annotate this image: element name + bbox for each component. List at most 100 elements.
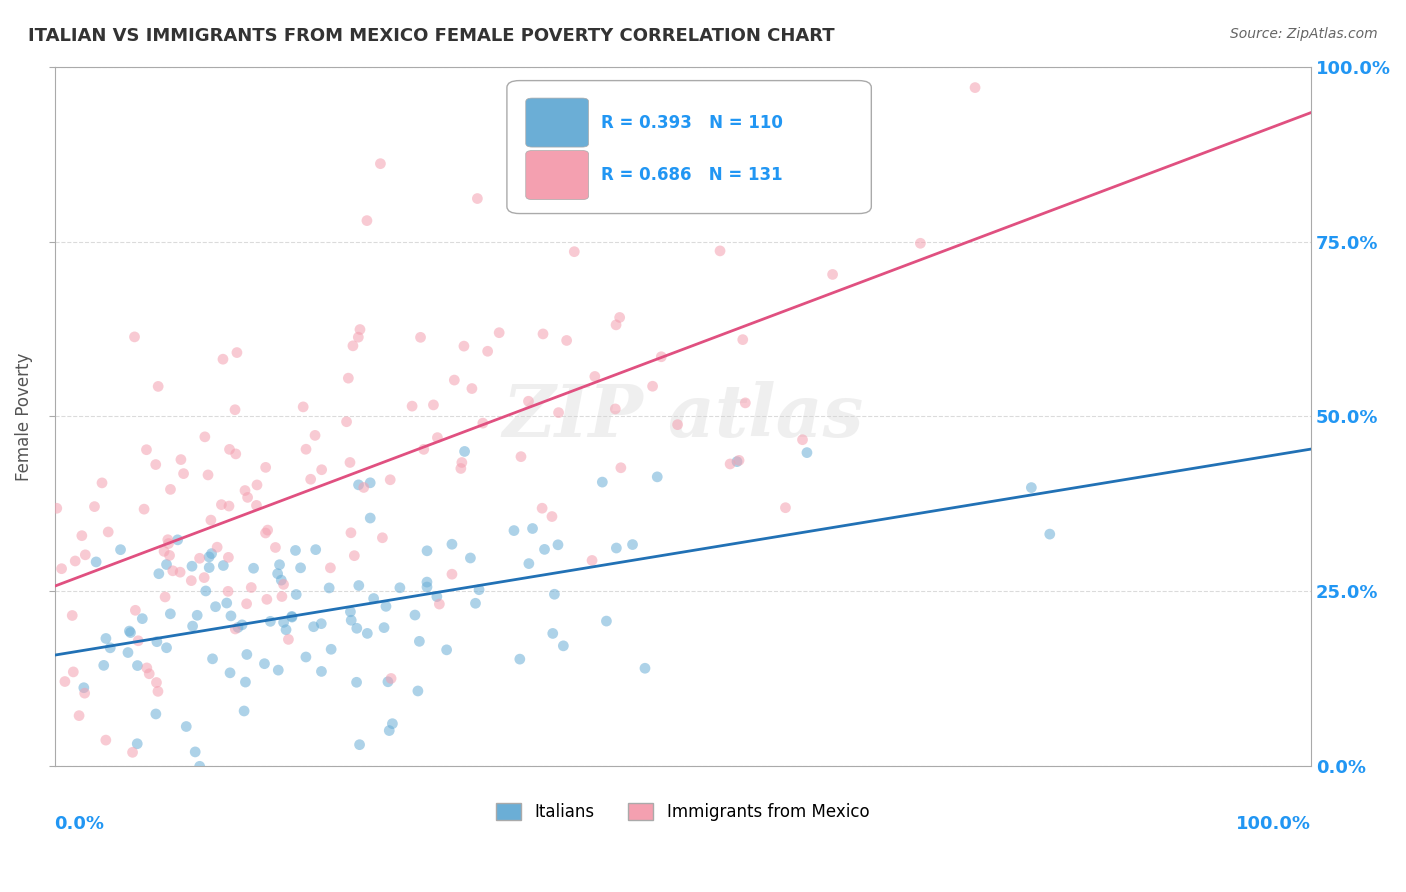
- Point: [162, 564, 184, 578]
- Point: [509, 652, 531, 666]
- Point: [236, 491, 259, 505]
- Point: [1039, 527, 1062, 541]
- Point: [270, 573, 292, 587]
- Point: [201, 652, 224, 666]
- Point: [404, 608, 426, 623]
- Point: [426, 431, 449, 445]
- Point: [155, 558, 177, 572]
- Point: [277, 632, 299, 647]
- Point: [709, 244, 731, 258]
- Point: [267, 663, 290, 677]
- Point: [70, 529, 93, 543]
- Point: [51, 562, 73, 576]
- Point: [553, 639, 575, 653]
- Point: [153, 544, 176, 558]
- Point: [157, 536, 180, 550]
- Point: [124, 330, 146, 344]
- Point: [132, 502, 155, 516]
- Point: [581, 156, 603, 170]
- Point: [650, 350, 672, 364]
- Point: [284, 543, 307, 558]
- Point: [124, 603, 146, 617]
- Point: [731, 333, 754, 347]
- Point: [135, 442, 157, 457]
- Point: [347, 330, 370, 344]
- Point: [254, 526, 277, 541]
- Point: [146, 634, 169, 648]
- Point: [468, 582, 491, 597]
- Point: [416, 543, 439, 558]
- Point: [792, 433, 814, 447]
- Point: [311, 463, 333, 477]
- Point: [346, 621, 368, 635]
- Point: [184, 745, 207, 759]
- Text: ZIP atlas: ZIP atlas: [502, 381, 863, 452]
- Point: [117, 646, 139, 660]
- Point: [416, 580, 439, 594]
- Point: [264, 541, 287, 555]
- Point: [408, 634, 430, 648]
- Point: [65, 554, 87, 568]
- Point: [450, 461, 472, 475]
- Point: [356, 626, 378, 640]
- Point: [503, 524, 526, 538]
- Point: [212, 352, 235, 367]
- Point: [666, 417, 689, 432]
- Point: [256, 523, 278, 537]
- Point: [728, 453, 751, 467]
- Point: [205, 540, 228, 554]
- FancyBboxPatch shape: [508, 80, 872, 213]
- Point: [359, 475, 381, 490]
- Point: [194, 584, 217, 599]
- Point: [309, 616, 332, 631]
- Point: [245, 499, 267, 513]
- Point: [388, 581, 411, 595]
- Point: [281, 609, 304, 624]
- Point: [605, 318, 627, 332]
- Point: [299, 472, 322, 486]
- Point: [135, 661, 157, 675]
- Point: [209, 498, 232, 512]
- Point: [427, 597, 450, 611]
- Text: ITALIAN VS IMMIGRANTS FROM MEXICO FEMALE POVERTY CORRELATION CHART: ITALIAN VS IMMIGRANTS FROM MEXICO FEMALE…: [28, 27, 835, 45]
- Text: 0.0%: 0.0%: [55, 815, 104, 833]
- Point: [531, 501, 554, 516]
- Point: [204, 599, 226, 614]
- Point: [217, 550, 239, 565]
- Point: [254, 460, 277, 475]
- Text: Source: ZipAtlas.com: Source: ZipAtlas.com: [1230, 27, 1378, 41]
- Point: [91, 475, 114, 490]
- Point: [340, 525, 363, 540]
- Point: [522, 522, 544, 536]
- Point: [145, 458, 167, 472]
- Point: [1021, 481, 1043, 495]
- Point: [471, 416, 494, 430]
- Point: [605, 401, 627, 416]
- Point: [226, 345, 249, 359]
- Point: [349, 322, 371, 336]
- Point: [226, 620, 249, 634]
- Point: [281, 610, 304, 624]
- Point: [146, 684, 169, 698]
- Point: [363, 591, 385, 606]
- Point: [634, 661, 657, 675]
- FancyBboxPatch shape: [526, 151, 589, 200]
- Point: [217, 584, 239, 599]
- Point: [725, 455, 748, 469]
- Point: [377, 674, 399, 689]
- Point: [273, 615, 295, 630]
- Point: [353, 480, 375, 494]
- Point: [235, 597, 257, 611]
- Point: [181, 619, 204, 633]
- Point: [118, 624, 141, 638]
- Point: [266, 566, 288, 581]
- Point: [98, 640, 121, 655]
- Point: [426, 590, 449, 604]
- Point: [381, 716, 404, 731]
- Point: [194, 430, 217, 444]
- Point: [380, 473, 402, 487]
- Point: [75, 548, 97, 562]
- Point: [145, 706, 167, 721]
- Point: [73, 686, 96, 700]
- Point: [342, 339, 364, 353]
